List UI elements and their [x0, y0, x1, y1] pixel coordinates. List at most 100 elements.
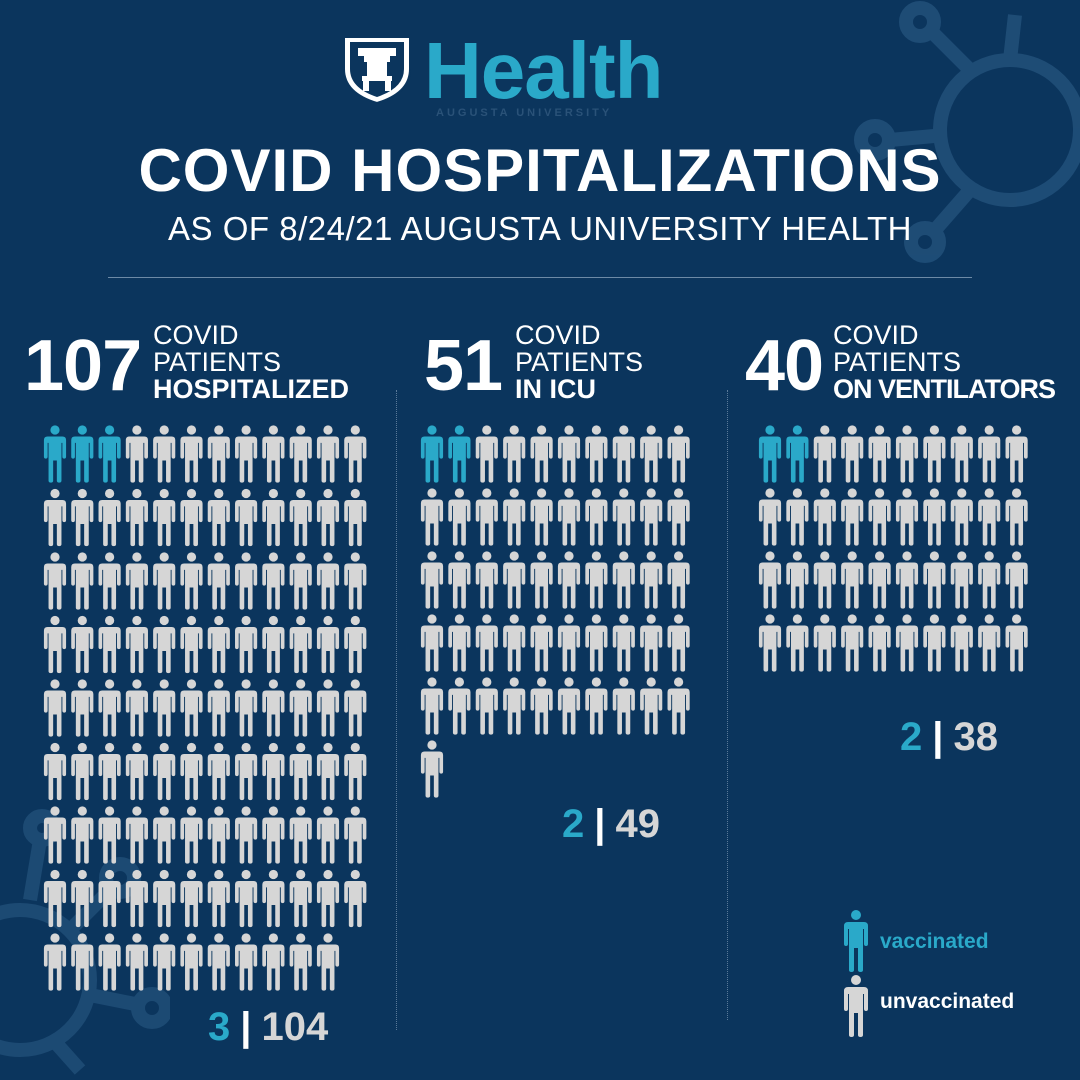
unvaccinated-person-icon [758, 488, 782, 546]
unvaccinated-person-icon [475, 614, 498, 672]
ventilators-pictogram [758, 425, 1028, 672]
unvaccinated-person-icon [289, 679, 312, 737]
unvaccinated-person-icon [180, 933, 203, 991]
unvaccinated-person-icon [420, 614, 444, 672]
unvaccinated-person-icon [585, 551, 608, 609]
unvaccinated-person-icon [207, 742, 230, 801]
unvaccinated-person-icon [98, 933, 121, 991]
legend-vaccinated-person-icon [843, 910, 869, 972]
unvaccinated-person-icon [71, 552, 94, 610]
vaccinated-person-icon [448, 425, 471, 483]
icu-vaccinated-count: 2 [562, 802, 585, 846]
unvaccinated-person-icon [448, 551, 471, 609]
icu-unvaccinated-count: 49 [615, 802, 660, 846]
unvaccinated-person-icon [207, 425, 230, 483]
unvaccinated-person-icon [153, 933, 176, 991]
unvaccinated-person-icon [503, 425, 526, 483]
unvaccinated-person-icon [640, 488, 663, 546]
column-divider-2 [727, 390, 728, 1020]
unvaccinated-person-icon [950, 551, 973, 609]
unvaccinated-person-icon [667, 488, 690, 546]
icu-label-line3: IN ICU [515, 374, 596, 404]
unvaccinated-person-icon [868, 425, 891, 483]
unvaccinated-person-icon [153, 425, 176, 483]
unvaccinated-person-icon [448, 677, 471, 735]
unvaccinated-person-icon [475, 425, 498, 483]
unvaccinated-person-icon [289, 552, 312, 610]
unvaccinated-person-icon [786, 614, 809, 672]
unvaccinated-person-icon [841, 614, 864, 672]
unvaccinated-person-icon [235, 933, 258, 991]
unvaccinated-person-icon [344, 552, 367, 610]
unvaccinated-person-icon [612, 551, 635, 609]
ventilators-label-line2: PATIENTS [833, 347, 962, 377]
hospitalized-total: 107 [24, 326, 142, 406]
unvaccinated-person-icon [125, 806, 148, 864]
vaccinated-person-icon [420, 425, 444, 483]
hospitalized-vaccinated-count: 3 [208, 1005, 231, 1049]
unvaccinated-person-icon [289, 933, 312, 991]
unvaccinated-person-icon [950, 425, 973, 483]
unvaccinated-person-icon [475, 488, 498, 546]
unvaccinated-person-icon [344, 869, 367, 928]
unvaccinated-person-icon [344, 679, 367, 737]
unvaccinated-person-icon [530, 614, 553, 672]
column-divider-1 [396, 390, 397, 1030]
unvaccinated-person-icon [585, 614, 608, 672]
unvaccinated-person-icon [262, 552, 285, 610]
hospitalized-unvaccinated-count: 104 [261, 1005, 329, 1049]
unvaccinated-person-icon [448, 614, 471, 672]
unvaccinated-person-icon [612, 425, 635, 483]
unvaccinated-person-icon [71, 488, 94, 547]
unvaccinated-person-icon [71, 742, 94, 801]
vaccinated-person-icon [786, 425, 809, 483]
unvaccinated-person-icon [667, 677, 690, 735]
unvaccinated-person-icon [289, 615, 312, 674]
unvaccinated-person-icon [344, 742, 367, 801]
logo-subtext: AUGUSTA UNIVERSITY [436, 107, 613, 119]
unvaccinated-person-icon [758, 551, 782, 609]
unvaccinated-person-icon [71, 615, 94, 674]
unvaccinated-person-icon [841, 488, 864, 546]
unvaccinated-person-icon [207, 488, 230, 547]
unvaccinated-person-icon [420, 677, 444, 735]
unvaccinated-person-icon [98, 869, 121, 928]
unvaccinated-person-icon [923, 425, 946, 483]
unvaccinated-person-icon [153, 488, 176, 547]
unvaccinated-person-icon [235, 488, 258, 547]
legend-unvaccinated-label: unvaccinated [880, 990, 1015, 1013]
ventilators-total: 40 [745, 326, 824, 406]
unvaccinated-person-icon [180, 806, 203, 864]
virus-decoration-top-right [854, 1, 1080, 263]
unvaccinated-person-icon [125, 552, 148, 610]
unvaccinated-person-icon [950, 614, 973, 672]
unvaccinated-person-icon [316, 488, 340, 547]
unvaccinated-person-icon [585, 425, 608, 483]
unvaccinated-person-icon [43, 869, 67, 928]
unvaccinated-person-icon [207, 552, 230, 610]
unvaccinated-person-icon [612, 614, 635, 672]
unvaccinated-person-icon [841, 551, 864, 609]
page-title: COVID HOSPITALIZATIONS [138, 137, 942, 204]
header-divider [108, 277, 972, 278]
unvaccinated-person-icon [1005, 614, 1028, 672]
unvaccinated-person-icon [235, 615, 258, 674]
unvaccinated-person-icon [207, 869, 230, 928]
ventilators-ratio: 2 | 38 [900, 715, 998, 760]
unvaccinated-person-icon [923, 551, 946, 609]
unvaccinated-person-icon [923, 488, 946, 546]
unvaccinated-person-icon [503, 488, 526, 546]
unvaccinated-person-icon [289, 806, 312, 864]
vaccinated-person-icon [71, 425, 94, 483]
unvaccinated-person-icon [420, 740, 444, 798]
unvaccinated-person-icon [180, 869, 203, 928]
unvaccinated-person-icon [1005, 488, 1028, 546]
unvaccinated-person-icon [98, 488, 121, 547]
unvaccinated-person-icon [235, 425, 258, 483]
ventilators-label: COVID PATIENTS ON VENTILATORS [833, 322, 1056, 403]
unvaccinated-person-icon [316, 679, 340, 737]
vaccinated-person-icon [98, 425, 121, 483]
unvaccinated-person-icon [530, 551, 553, 609]
unvaccinated-person-icon [557, 551, 581, 609]
hospitalized-label-line3: HOSPITALIZED [153, 374, 350, 404]
